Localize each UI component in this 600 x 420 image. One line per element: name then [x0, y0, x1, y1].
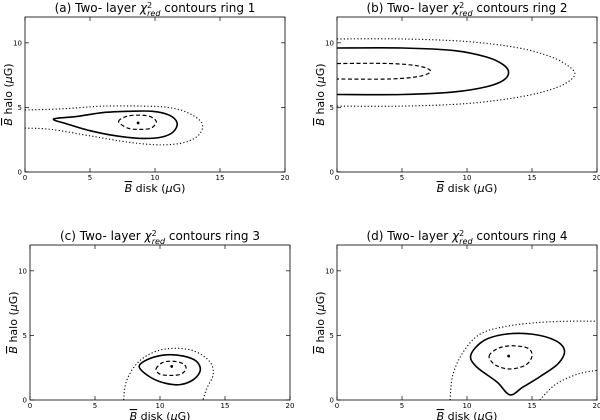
contour-dotted-1: [337, 38, 576, 107]
contour-group: [449, 320, 597, 400]
contour-dotted-1: [25, 105, 204, 146]
x-axis-label: B disk (μG): [125, 182, 186, 195]
x-axis-label: B disk (μG): [130, 410, 191, 420]
y-tick-label: 10: [325, 39, 334, 47]
contour-solid-3: [469, 332, 566, 396]
x-tick-label: 20: [286, 402, 295, 410]
x-tick-label: 10: [151, 174, 160, 182]
y-tick-label: 0: [330, 169, 334, 177]
y-tick-label: 5: [330, 332, 334, 340]
x-tick-label: 5: [400, 174, 404, 182]
y-tick-label: 5: [18, 104, 22, 112]
x-tick-label: 15: [528, 402, 537, 410]
plot-frame: [29, 244, 291, 401]
y-tick-label: 5: [23, 332, 27, 340]
best-fit-marker: [170, 365, 174, 368]
y-axis-label: B halo (μG): [314, 291, 327, 353]
best-fit-marker: [507, 354, 510, 358]
x-tick-label: 5: [400, 402, 404, 410]
x-axis-label: B disk (μG): [437, 182, 498, 195]
x-axis-label: B disk (μG): [437, 410, 498, 420]
contour-dashed-3: [337, 62, 432, 80]
y-axis-label: B halo (μG): [314, 63, 327, 125]
panel-title: (d) Two- layer χ2 red contours ring 4: [366, 229, 567, 247]
contour-solid-2: [52, 110, 179, 140]
x-tick-label: 10: [156, 402, 165, 410]
x-tick-label: 10: [463, 174, 472, 182]
contour-dotted-2: [539, 369, 597, 400]
y-axis-label: B halo (μG): [7, 291, 20, 353]
panel-title: (b) Two- layer χ2 red contours ring 2: [366, 1, 567, 19]
plot-frame: [336, 244, 598, 401]
contour-group: [337, 38, 576, 107]
panel-title: (a) Two- layer χ2 red contours ring 1: [55, 1, 256, 19]
x-tick-label: 5: [88, 174, 92, 182]
panel-2: (b) Two- layer χ2 red contours ring 2 0 5 10…: [314, 1, 600, 196]
x-tick-label: 20: [281, 174, 290, 182]
y-tick-label: 0: [18, 169, 22, 177]
y-tick-label: 10: [13, 39, 22, 47]
x-tick-label: 0: [28, 402, 32, 410]
contour-solid-2: [337, 47, 510, 96]
x-tick-label: 15: [221, 402, 230, 410]
contour-group: [25, 105, 204, 146]
contour-dashed-3: [118, 114, 157, 130]
x-tick-label: 10: [463, 402, 472, 410]
x-tick-label: 15: [528, 174, 537, 182]
panel-3: (c) Two- layer χ2 red contours ring 3 0 5 10…: [7, 229, 294, 420]
y-tick-label: 5: [330, 104, 334, 112]
x-tick-label: 0: [335, 402, 339, 410]
x-tick-label: 0: [335, 174, 339, 182]
panel-4: (d) Two- layer χ2 red contours ring 4 0 5 10…: [314, 229, 600, 420]
y-tick-label: 10: [325, 267, 334, 275]
x-tick-label: 20: [593, 402, 600, 410]
y-tick-label: 0: [23, 397, 27, 405]
panel-1: (a) Two- layer χ2 red contours ring 1 0 5 10…: [2, 1, 289, 196]
x-tick-label: 0: [23, 174, 27, 182]
y-axis-label: B halo (μG): [2, 63, 15, 125]
y-tick-label: 10: [18, 267, 27, 275]
contour-dashed-3: [155, 360, 187, 377]
contour-group: [123, 347, 214, 400]
contour-solid-2: [138, 353, 202, 386]
plot-frame: [24, 16, 286, 173]
y-tick-label: 0: [330, 397, 334, 405]
x-tick-label: 15: [216, 174, 225, 182]
panel-title: (c) Two- layer χ2 red contours ring 3: [60, 229, 260, 247]
contour-dashed-4: [488, 345, 533, 370]
x-tick-label: 20: [593, 174, 600, 182]
x-tick-label: 5: [93, 402, 97, 410]
contour-dotted-1: [123, 347, 214, 400]
best-fit-marker: [136, 121, 140, 125]
